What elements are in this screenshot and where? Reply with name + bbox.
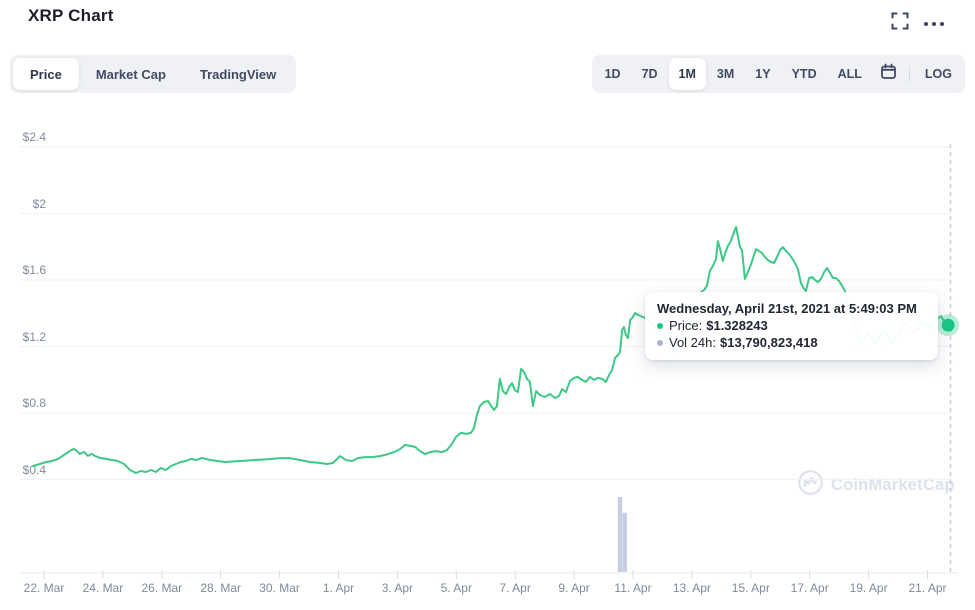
price-bullet-icon (657, 323, 663, 329)
range-1m[interactable]: 1M (668, 58, 706, 90)
volume-bullet-icon (657, 340, 663, 346)
range-ytd-label: YTD (791, 67, 817, 81)
x-axis-label: 7. Apr (499, 581, 531, 595)
y-axis-label: $2.4 (22, 130, 46, 144)
x-axis-label: 13. Apr (672, 581, 711, 595)
tab-price[interactable]: Price (13, 58, 79, 90)
tab-market-cap-label: Market Cap (95, 66, 166, 82)
range-ytd[interactable]: YTD (782, 58, 827, 90)
x-axis-label: 21. Apr (908, 581, 947, 595)
tab-price-label: Price (30, 66, 62, 82)
y-axis-label: $0.8 (22, 396, 46, 410)
range-all-label: ALL (837, 67, 862, 81)
coinmarketcap-logo-icon (797, 469, 824, 501)
tooltip-price-value: $1.328243 (706, 318, 768, 333)
tab-tradingview-label: TradingView (199, 66, 277, 82)
tooltip-date: Wednesday, April 21st, 2021 at 5:49:03 P… (657, 301, 917, 316)
tooltip-volume-value: $13,790,823,418 (720, 335, 818, 350)
range-1d-label: 1D (604, 67, 621, 81)
x-axis-label: 28. Mar (200, 581, 242, 595)
log-scale-button[interactable]: LOG (915, 58, 962, 90)
page-title: XRP Chart (28, 6, 114, 25)
fullscreen-button[interactable] (891, 12, 911, 32)
x-axis-label: 26. Mar (141, 581, 183, 595)
chart-tooltip: Wednesday, April 21st, 2021 at 5:49:03 P… (645, 292, 938, 360)
x-axis-label: 17. Apr (790, 581, 829, 595)
x-axis-label: 3. Apr (381, 581, 414, 595)
log-label: LOG (924, 67, 952, 81)
tooltip-price-label: Price: (669, 318, 703, 333)
range-7d[interactable]: 7D (632, 58, 668, 90)
x-axis-label: 22. Mar (23, 581, 65, 595)
x-axis-label: 15. Apr (731, 581, 770, 595)
range-3m-label: 3M (716, 67, 735, 81)
range-all[interactable]: ALL (828, 58, 872, 90)
y-axis-label: $1.6 (22, 263, 46, 277)
range-1m-label: 1M (678, 67, 696, 81)
x-axis-label: 19. Apr (849, 581, 888, 595)
watermark: CoinMarketCap (797, 469, 955, 501)
tab-tradingview[interactable]: TradingView (183, 58, 293, 90)
range-1d[interactable]: 1D (595, 58, 631, 90)
x-axis-label: 30. Mar (259, 581, 300, 595)
range-7d-label: 7D (641, 67, 658, 81)
view-tab-group: Price Market Cap TradingView (10, 55, 297, 93)
divider (908, 66, 910, 82)
tab-market-cap[interactable]: Market Cap (79, 58, 183, 90)
tooltip-volume-label: Vol 24h: (669, 335, 716, 350)
range-tab-group: 1D 7D 1M 3M 1Y YTD ALL LOG (591, 55, 965, 93)
x-axis-label: 5. Apr (440, 581, 472, 595)
x-axis-label: 9. Apr (558, 581, 590, 595)
y-axis-label: $0.4 (22, 462, 46, 477)
tooltip-volume-row: Vol 24h: $13,790,823,418 (657, 335, 924, 351)
tooltip-price-row: Price: $1.328243 (657, 318, 924, 334)
ellipsis-icon (924, 22, 944, 26)
x-axis-label: 11. Apr (614, 581, 652, 595)
more-options-button[interactable] (924, 19, 954, 29)
x-axis-label: 24. Mar (82, 581, 124, 595)
calendar-icon (880, 63, 897, 85)
fullscreen-icon (891, 12, 909, 34)
calendar-button[interactable] (873, 58, 904, 90)
range-1y[interactable]: 1Y (745, 58, 780, 90)
watermark-text: CoinMarketCap (831, 475, 955, 494)
y-axis-label: $1.2 (22, 329, 46, 344)
y-axis-label: $2 (32, 196, 46, 211)
range-1y-label: 1Y (755, 67, 771, 81)
range-3m[interactable]: 3M (707, 58, 744, 90)
x-axis-label: 1. Apr (322, 581, 355, 595)
